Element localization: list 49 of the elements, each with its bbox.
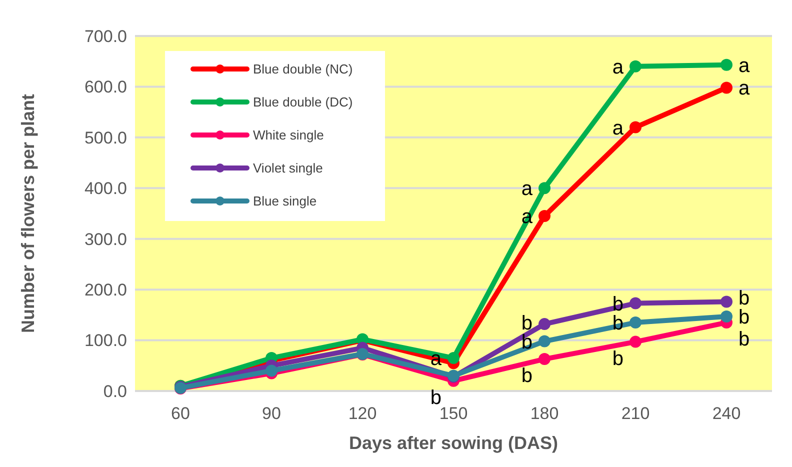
point <box>538 182 550 194</box>
y-axis-title: Number of flowers per plant <box>18 94 38 334</box>
y-tick-label: 400.0 <box>84 179 127 198</box>
annotation: a <box>521 178 534 200</box>
annotation: a <box>612 56 624 78</box>
annotation: b <box>521 312 532 334</box>
legend-label: Blue double (DC) <box>253 94 353 110</box>
x-tick-label: 180 <box>530 404 559 423</box>
x-tick-label: 60 <box>171 404 190 423</box>
point <box>538 353 550 366</box>
annotation: b <box>612 348 624 370</box>
point <box>630 316 642 329</box>
x-tick-label: 210 <box>621 404 650 423</box>
legend-label: White single <box>253 128 324 143</box>
point <box>538 210 550 222</box>
annotation: a <box>430 348 442 370</box>
legend-label: Violet single <box>253 160 323 176</box>
legend-label: Blue double (NC) <box>253 62 353 77</box>
x-tick-label: 240 <box>712 404 741 423</box>
y-tick-label: 200.0 <box>84 280 127 300</box>
point <box>448 352 460 364</box>
point <box>720 310 732 322</box>
point <box>720 82 732 94</box>
y-tick-label: 0.0 <box>103 382 127 401</box>
point <box>630 121 642 134</box>
legend-label: Blue single <box>253 194 317 209</box>
point <box>630 297 642 310</box>
y-tick-label: 500.0 <box>84 128 127 148</box>
point <box>720 58 732 71</box>
annotation: a <box>612 117 624 140</box>
y-tick-label: 600.0 <box>84 78 127 97</box>
point <box>538 318 550 330</box>
annotation: b <box>430 386 442 409</box>
x-axis-title: Days after sowing (DAS) <box>348 433 558 453</box>
point <box>538 335 550 348</box>
annotation: b <box>738 328 750 351</box>
y-tick-label: 100.0 <box>84 331 127 350</box>
annotation: b <box>521 365 532 388</box>
point <box>720 296 732 308</box>
y-tick-label: 700.0 <box>84 26 127 46</box>
x-tick-label: 90 <box>262 404 281 423</box>
x-tick-label: 120 <box>348 404 377 423</box>
point <box>266 364 278 377</box>
point <box>630 336 642 348</box>
x-tick-label: 150 <box>439 404 468 423</box>
annotation: a <box>738 78 750 100</box>
y-tick-label: 300.0 <box>84 230 127 249</box>
point <box>630 60 642 72</box>
annotation: a <box>738 54 750 77</box>
